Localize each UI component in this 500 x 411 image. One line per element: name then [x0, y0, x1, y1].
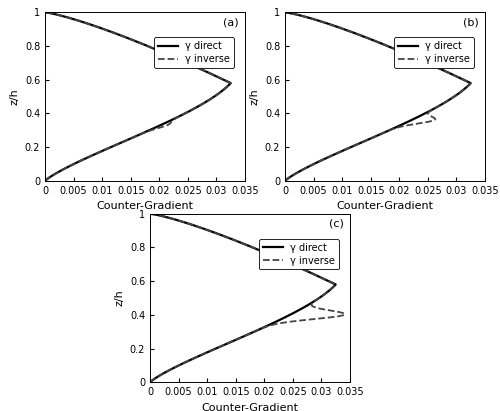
γ direct [200, 101, 206, 106]
γ direct [312, 298, 318, 303]
γ inverse [169, 216, 175, 221]
Line: γ direct: γ direct [285, 12, 470, 181]
Line: γ inverse: γ inverse [285, 12, 470, 181]
Y-axis label: z/h: z/h [9, 88, 19, 105]
γ direct [390, 46, 396, 51]
γ inverse [169, 216, 175, 221]
γ inverse [42, 10, 48, 15]
Y-axis label: z/h: z/h [249, 88, 259, 105]
γ inverse [304, 15, 310, 20]
γ inverse [254, 247, 260, 252]
Text: (a): (a) [224, 17, 239, 28]
Line: γ direct: γ direct [45, 12, 230, 181]
γ direct [282, 178, 288, 183]
Text: (b): (b) [463, 17, 479, 28]
Y-axis label: z/h: z/h [114, 290, 124, 306]
γ direct [160, 371, 166, 376]
γ direct [295, 170, 301, 175]
γ inverse [208, 97, 214, 102]
γ inverse [64, 15, 70, 20]
γ direct [42, 10, 48, 15]
γ direct [282, 10, 288, 15]
γ direct [448, 97, 454, 102]
γ inverse [200, 101, 206, 106]
γ inverse [308, 302, 314, 307]
γ inverse [282, 10, 288, 15]
γ inverse [295, 170, 301, 175]
γ direct [147, 211, 153, 216]
γ inverse [160, 371, 166, 376]
Legend: γ direct, γ inverse: γ direct, γ inverse [154, 37, 234, 68]
Line: γ inverse: γ inverse [45, 12, 230, 181]
Text: (c): (c) [329, 219, 344, 229]
γ inverse [304, 15, 310, 20]
γ direct [169, 216, 175, 221]
Line: γ inverse: γ inverse [150, 214, 345, 382]
γ direct [208, 97, 214, 102]
X-axis label: Counter-Gradient: Counter-Gradient [336, 201, 434, 211]
γ direct [169, 216, 175, 221]
γ direct [304, 15, 310, 20]
γ inverse [390, 46, 396, 51]
γ inverse [448, 97, 454, 102]
γ direct [150, 46, 156, 51]
γ direct [64, 15, 70, 20]
γ inverse [440, 101, 446, 106]
γ inverse [313, 298, 319, 303]
Legend: γ direct, γ inverse: γ direct, γ inverse [394, 37, 474, 68]
γ direct [304, 15, 310, 20]
γ inverse [150, 46, 156, 51]
Legend: γ direct, γ inverse: γ direct, γ inverse [260, 239, 339, 270]
γ inverse [147, 380, 153, 385]
γ inverse [55, 170, 61, 175]
γ inverse [64, 15, 70, 20]
γ direct [306, 302, 312, 307]
γ direct [64, 15, 70, 20]
X-axis label: Counter-Gradient: Counter-Gradient [96, 201, 194, 211]
X-axis label: Counter-Gradient: Counter-Gradient [202, 403, 298, 411]
Line: γ direct: γ direct [150, 214, 336, 382]
γ inverse [282, 178, 288, 183]
γ inverse [147, 211, 153, 216]
γ direct [254, 247, 260, 252]
γ direct [55, 170, 61, 175]
γ inverse [42, 178, 48, 183]
γ direct [42, 178, 48, 183]
γ direct [440, 101, 446, 106]
γ direct [147, 380, 153, 385]
